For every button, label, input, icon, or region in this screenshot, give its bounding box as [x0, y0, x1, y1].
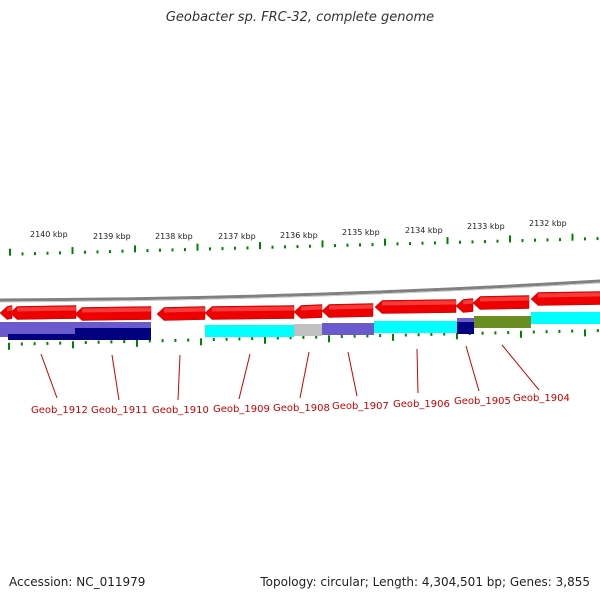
gene-arrow-highlight [463, 299, 473, 305]
feature-segment [457, 322, 474, 334]
scale-label: 2140 kbp [30, 230, 68, 239]
scale-label: 2137 kbp [218, 232, 256, 241]
feature-segment [322, 323, 374, 335]
gene-arrow-highlight [212, 306, 294, 312]
gene-leader-lines [40, 344, 540, 401]
scale-label: 2135 kbp [342, 228, 380, 237]
gene-arrow-highlight [82, 307, 151, 313]
scale-label: 2136 kbp [280, 231, 318, 240]
gene-labels: Geob_1912 Geob_1911 Geob_1910 Geob_1909 Geob… [31, 393, 570, 416]
feature-segment [0, 322, 75, 334]
leader-line [501, 344, 540, 391]
gene-label: Geob_1909 [213, 404, 270, 415]
gene-label: Geob_1904 [513, 393, 570, 404]
scale-label: 2139 kbp [93, 232, 131, 241]
feature-segment [474, 316, 531, 328]
gene-arrow-highlight [329, 304, 373, 310]
gene-label: Geob_1906 [393, 399, 450, 410]
gene-label: Geob_1910 [152, 405, 209, 416]
gene-label: Geob_1911 [91, 405, 148, 416]
scale-ticks-top [9, 233, 599, 256]
leader-line [238, 353, 251, 400]
gene-arrow-highlight [301, 305, 322, 311]
gene-arrow-highlight [7, 306, 12, 312]
accession-text: Accession: NC_011979 [9, 575, 146, 589]
forward-strand-genes [0, 291, 600, 321]
feature-segment [205, 325, 294, 337]
genome-summary-text: Topology: circular; Length: 4,304,501 bp… [260, 575, 590, 589]
leader-line [347, 351, 358, 397]
feature-segment [374, 321, 457, 333]
gene-arrow-highlight [480, 296, 529, 302]
feature-track [0, 312, 600, 340]
leader-line [40, 353, 58, 399]
backbone-line-inner [0, 282, 600, 303]
backbone-line-outer [0, 279, 600, 302]
scale-label: 2133 kbp [467, 222, 505, 231]
scale-label: 2132 kbp [529, 219, 567, 228]
feature-segment [531, 312, 600, 324]
leader-line [465, 345, 480, 392]
gene-label: Geob_1908 [273, 403, 330, 414]
scale-label: 2138 kbp [155, 232, 193, 241]
gene-arrow-highlight [164, 307, 205, 313]
gene-label: Geob_1905 [454, 396, 511, 407]
scale-labels: 2140 kbp 2139 kbp 2138 kbp 2137 kbp 2136 kbp… [30, 219, 567, 241]
genome-backbone [0, 279, 600, 303]
feature-segment [75, 328, 151, 340]
gene-label: Geob_1907 [332, 401, 389, 412]
gene-arrow-highlight [382, 300, 456, 306]
gene-arrow-highlight [538, 292, 600, 298]
map-title: Geobacter sp. FRC-32, complete genome [165, 10, 435, 25]
leader-line [111, 354, 120, 401]
feature-segment [294, 324, 322, 336]
leader-line [299, 351, 310, 399]
scale-ticks-bottom [8, 329, 599, 350]
gene-label: Geob_1912 [31, 405, 88, 416]
gene-arrow-highlight [17, 306, 76, 312]
leader-line [177, 354, 181, 401]
leader-line [416, 348, 419, 394]
scale-label: 2134 kbp [405, 226, 443, 235]
